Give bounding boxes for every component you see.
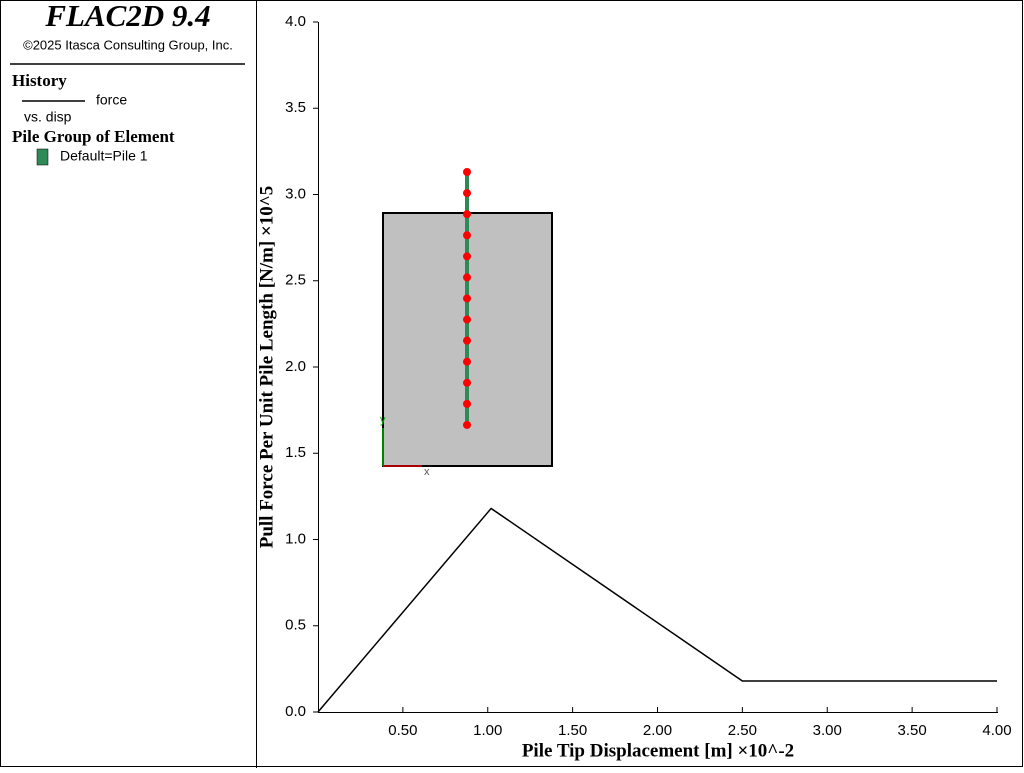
pile-swatch [36,148,49,166]
pile-node [463,168,471,176]
y-tick-label: 3.0 [285,185,306,202]
pile-entry: Default=Pile 1 [60,148,148,164]
x-tick-label: 2.50 [728,722,757,739]
x-tick-label: 3.50 [898,722,927,739]
pile-heading: Pile Group of Element [12,127,175,146]
y-tick-label: 3.5 [285,99,306,116]
inset-x-label: x [424,466,430,478]
x-tick-label: 1.50 [558,722,587,739]
pile-node [463,315,471,324]
pile-node [463,189,471,198]
y-tick-label: 2.5 [285,272,306,289]
data-line [317,507,997,713]
y-tick-label: 2.0 [285,358,306,375]
inset-y-label: y [380,414,386,426]
y-tick-label: 4.0 [285,13,306,30]
pile-node [463,399,471,408]
x-tick-label: 3.00 [813,722,842,739]
x-tick-label: 2.00 [643,722,672,739]
x-tick-label: 0.50 [388,722,417,739]
legend-x-label: vs. disp [24,109,72,125]
legend-label: force [96,92,127,108]
y-tick-label: 0.0 [285,703,306,720]
x-axis-label: Pile Tip Displacement [m] ×10^-2 [522,740,794,761]
model-inset: y x [380,168,553,478]
pile-node [463,420,471,429]
y-axis-label: Pull Force Per Unit Pile Length [N/m] ×1… [256,186,277,549]
pile-node [463,252,471,261]
x-tick-label: 4.00 [982,722,1011,739]
pile-nodes [463,168,471,429]
pile-node [463,357,471,366]
pile-node [463,336,471,345]
history-heading: History [12,71,67,90]
y-tick-label: 0.5 [285,617,306,634]
app-title: FLAC2D 9.4 [44,0,210,33]
pile-node [463,378,471,387]
y-tick-label: 1.5 [285,444,306,461]
copyright: ©2025 Itasca Consulting Group, Inc. [23,37,233,52]
x-tick-label: 1.00 [473,722,502,739]
y-tick-label: 1.0 [285,530,306,547]
pile-node [463,210,471,219]
pile-node [463,273,471,282]
pile-node [463,294,471,303]
pile-node [463,231,471,240]
